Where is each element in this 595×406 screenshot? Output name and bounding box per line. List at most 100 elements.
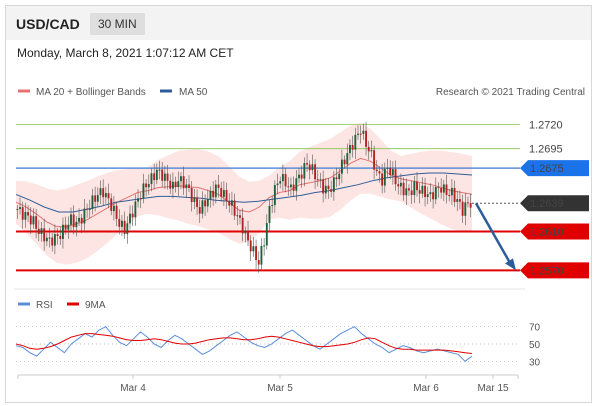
candle-body bbox=[365, 130, 367, 147]
candle-body bbox=[228, 201, 231, 206]
candle-body bbox=[139, 198, 142, 200]
forecast-arrow-head bbox=[505, 258, 516, 271]
candle-body bbox=[362, 130, 365, 134]
candle-body bbox=[316, 179, 319, 181]
pivot-label: 1.2675 bbox=[530, 163, 564, 175]
candle-body bbox=[338, 173, 341, 180]
candle-body bbox=[204, 200, 207, 207]
candle-body bbox=[222, 190, 225, 197]
candle-body bbox=[225, 190, 228, 202]
candle-body bbox=[456, 199, 459, 202]
current-price-label: 1.2639 bbox=[530, 198, 564, 210]
candle-body bbox=[220, 187, 223, 197]
candle-body bbox=[27, 212, 30, 216]
forecast bbox=[474, 202, 516, 271]
candle-body bbox=[319, 179, 322, 181]
candle-body bbox=[292, 184, 295, 191]
candle-body bbox=[391, 169, 394, 176]
resistance-label: 1.2695 bbox=[529, 144, 563, 156]
candle-body bbox=[378, 171, 381, 174]
candle-body bbox=[418, 190, 421, 194]
nine-ma-legend-label: 9MA bbox=[85, 300, 106, 311]
candle-body bbox=[359, 133, 362, 135]
candle-body bbox=[268, 205, 271, 224]
candle-body bbox=[244, 230, 247, 234]
chart-header: USD/CAD 30 MIN bbox=[6, 6, 591, 40]
candle-body bbox=[40, 228, 43, 234]
timeframe-badge[interactable]: 30 MIN bbox=[90, 13, 145, 35]
candle-body bbox=[467, 202, 469, 204]
chart-date: Monday, March 8, 2021 1:07:12 AM CET bbox=[17, 46, 234, 60]
candle-body bbox=[59, 235, 62, 239]
candle-body bbox=[214, 184, 217, 198]
candle-body bbox=[190, 187, 193, 203]
candle-body bbox=[35, 216, 38, 229]
candle-body bbox=[126, 223, 129, 235]
candle-body bbox=[94, 195, 97, 202]
candle-body bbox=[142, 183, 145, 199]
candle-body bbox=[330, 189, 333, 192]
candle-body bbox=[300, 174, 303, 179]
candle-body bbox=[29, 215, 32, 225]
candle-body bbox=[351, 144, 354, 150]
rsi-line bbox=[15, 326, 473, 362]
candle-body bbox=[437, 186, 440, 189]
research-credit: Research © 2021 Trading Central bbox=[436, 87, 585, 98]
candle-body bbox=[424, 185, 426, 198]
candle-body bbox=[332, 177, 335, 192]
candle-body bbox=[402, 182, 405, 196]
candle-body bbox=[99, 188, 102, 196]
candle-body bbox=[48, 237, 51, 239]
candle-body bbox=[279, 181, 282, 184]
candle-body bbox=[102, 188, 105, 198]
candle-body bbox=[147, 184, 150, 188]
candle-body bbox=[188, 184, 190, 188]
candle-body bbox=[461, 201, 464, 216]
price-levels: 1.2720 1.2695 1.2675 1.2639 1.2610 1.2570 bbox=[16, 119, 589, 279]
candle-body bbox=[43, 228, 46, 242]
chart-frame bbox=[5, 5, 592, 403]
instrument-pair: USD/CAD bbox=[16, 16, 80, 32]
candle-body bbox=[284, 174, 287, 187]
candle-body bbox=[432, 192, 435, 200]
candle-body bbox=[177, 181, 180, 188]
candle-body bbox=[458, 199, 461, 202]
forecast-arrow-line bbox=[474, 202, 514, 268]
candle-body bbox=[155, 169, 158, 181]
x-axis-tick-label: Mar 4 bbox=[120, 383, 146, 394]
candle-body bbox=[75, 221, 78, 228]
rsi-pane: 70 50 30 bbox=[15, 323, 541, 368]
candle-body bbox=[263, 245, 266, 247]
candle-body bbox=[198, 207, 201, 214]
candle-body bbox=[72, 214, 75, 228]
candle-body bbox=[383, 168, 386, 186]
candle-body bbox=[123, 220, 126, 235]
candle-body bbox=[80, 217, 83, 224]
candle-body bbox=[298, 174, 300, 179]
ma20-legend-label: MA 20 + Bollinger Bands bbox=[36, 87, 146, 98]
candle-body bbox=[112, 205, 115, 212]
candle-body bbox=[158, 169, 161, 171]
candle-body bbox=[249, 240, 252, 252]
candle-body bbox=[394, 169, 397, 185]
candle-body bbox=[260, 245, 263, 265]
candle-body bbox=[174, 181, 177, 188]
candle-body bbox=[408, 188, 410, 191]
candle-body bbox=[185, 184, 188, 189]
candle-body bbox=[53, 234, 56, 246]
candle-body bbox=[45, 237, 48, 242]
candle-body bbox=[357, 133, 359, 135]
candle-body bbox=[434, 186, 437, 200]
rsi-tick-label: 30 bbox=[529, 357, 541, 368]
candle-body bbox=[327, 185, 330, 190]
candle-body bbox=[324, 185, 327, 194]
candle-body bbox=[252, 246, 255, 252]
candle-body bbox=[440, 188, 443, 193]
candle-body bbox=[233, 200, 236, 216]
candle-body bbox=[426, 194, 429, 198]
candle-body bbox=[110, 198, 113, 212]
candle-body bbox=[413, 181, 416, 196]
candle-body bbox=[24, 212, 27, 220]
candle-body bbox=[88, 209, 91, 211]
candle-body bbox=[62, 224, 64, 239]
